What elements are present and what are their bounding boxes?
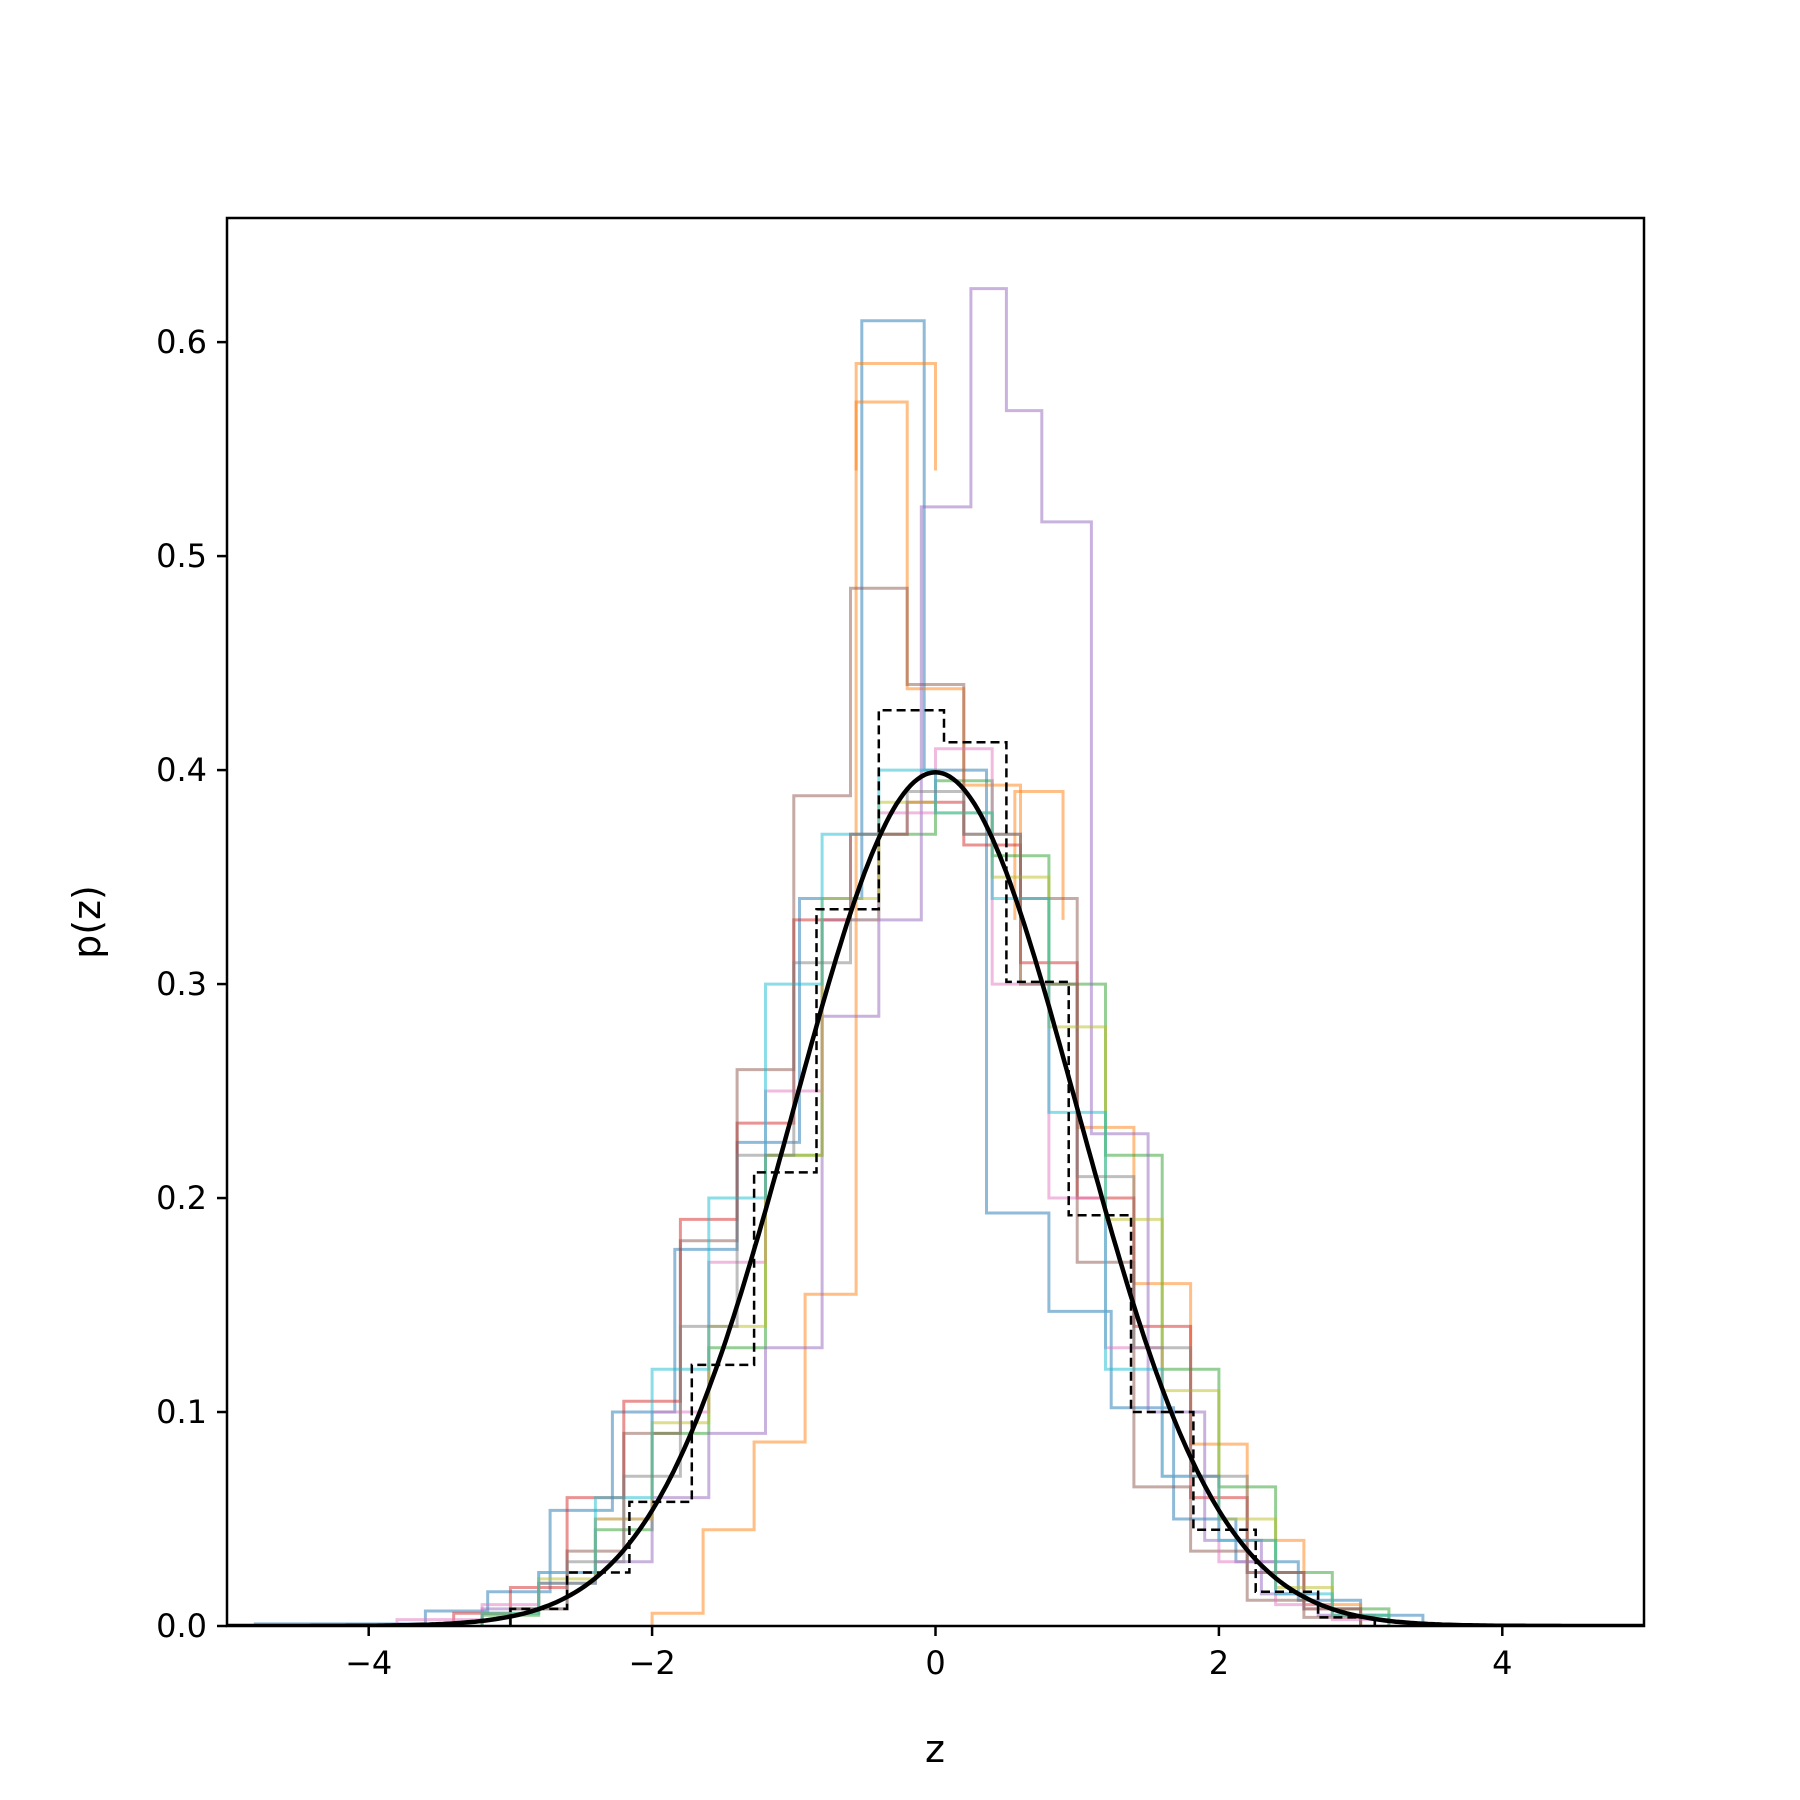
- histogram-series-10: [508, 790, 1363, 1626]
- y-axis-label: p(z): [65, 885, 109, 959]
- y-axis: 0.0 0.1 0.2 0.3 0.4 0.5 0.6: [156, 323, 227, 1645]
- histogram-series-6: [508, 586, 1363, 1626]
- x-axis-label: z: [925, 1727, 945, 1771]
- x-axis: −4 −2 0 2 4: [345, 1626, 1512, 1682]
- histogram-series-4: [452, 800, 1363, 1626]
- x-tick-label: −2: [629, 1644, 676, 1682]
- histogram-series-9: [480, 768, 1391, 1626]
- histogram-series-2-extra-1: [854, 362, 937, 471]
- y-tick-label: 0.5: [156, 537, 207, 575]
- x-tick-label: 4: [1492, 1644, 1512, 1682]
- histogram-series-3: [480, 779, 1391, 1626]
- x-tick-label: 2: [1209, 1644, 1229, 1682]
- y-tick-label: 0.0: [156, 1607, 207, 1645]
- x-tick-label: −4: [345, 1644, 392, 1682]
- x-tick-label: 0: [925, 1644, 945, 1682]
- normal-pdf-curve: [227, 770, 1644, 1626]
- y-tick-label: 0.1: [156, 1393, 207, 1431]
- histogram-series-5: [480, 287, 1377, 1626]
- histogram-series-1: [253, 319, 1425, 1626]
- y-tick-label: 0.2: [156, 1179, 207, 1217]
- y-tick-label: 0.4: [156, 751, 207, 789]
- histogram-series-2: [650, 400, 1363, 1626]
- y-tick-label: 0.6: [156, 323, 207, 361]
- histogram-series-8: [480, 800, 1391, 1626]
- dashed-histogram: [509, 708, 1377, 1626]
- histogram-series-7: [395, 747, 1391, 1626]
- y-tick-label: 0.3: [156, 965, 207, 1003]
